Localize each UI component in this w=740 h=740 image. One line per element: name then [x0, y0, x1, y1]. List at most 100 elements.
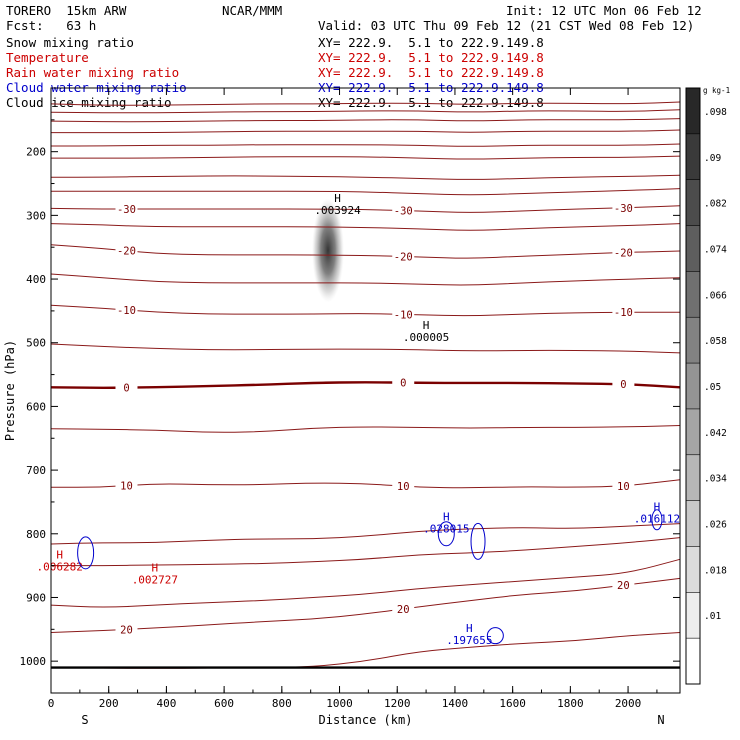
- maximum-value-2: .016112: [634, 512, 680, 525]
- colorbar-segment-0: [686, 88, 700, 135]
- y-tick-label: 700: [26, 464, 46, 477]
- temperature-contour-14: [50, 381, 681, 389]
- contour-label: -30: [394, 206, 413, 218]
- contour-label: 20: [617, 580, 630, 592]
- field-label-temperature: Temperature: [6, 50, 89, 65]
- model-title: TORERO 15km ARW: [6, 3, 127, 18]
- contour-label: 10: [617, 481, 630, 493]
- snow-maximum-value: .003924: [314, 204, 361, 217]
- maximum-value-0: .000005: [403, 331, 449, 344]
- colorbar-segment-4: [686, 271, 700, 318]
- contour-label-bg: [392, 250, 415, 262]
- temperature-contour-7: [51, 188, 681, 196]
- contour-label: -10: [394, 309, 413, 321]
- north-end-label: N: [657, 713, 664, 727]
- fcst-label: Fcst: 63 h: [6, 18, 97, 33]
- contour-label: 10: [120, 481, 133, 493]
- colorbar-segment-10: [686, 546, 700, 593]
- contour-label: 20: [397, 604, 410, 616]
- snow-maximum-marker: H: [334, 192, 341, 205]
- contour-label-bg: [115, 623, 138, 635]
- x-tick-label: 400: [156, 697, 176, 710]
- temperature-contour-6: [51, 174, 681, 180]
- colorbar-label: .026: [704, 520, 727, 531]
- temperature-contour-8: [50, 205, 681, 213]
- temperature-contour-9: [50, 223, 681, 231]
- colorbar-segment-1: [686, 133, 700, 181]
- contour-label-bg: [115, 244, 138, 256]
- cloud-water-contour-0: [437, 521, 455, 547]
- plot-frame: [50, 87, 681, 694]
- maximum-marker-5: H: [152, 561, 159, 574]
- maximum-marker-1: H: [443, 511, 450, 524]
- colorbar-label: .058: [704, 336, 727, 347]
- colorbar-segment-6: [686, 363, 700, 410]
- y-tick-label: 200: [26, 146, 46, 159]
- y-axis-title: Pressure (hPa): [3, 340, 17, 441]
- colorbar-unit: g kg-1: [703, 86, 730, 95]
- colorbar-label: .034: [704, 474, 727, 485]
- x-tick-label: 1200: [384, 697, 411, 710]
- y-tick-label: 400: [26, 273, 46, 286]
- maximum-value-3: .197655: [446, 634, 492, 647]
- contour-label-bg: [392, 376, 415, 388]
- x-tick-label: 200: [99, 697, 119, 710]
- field-label-snow: Snow mixing ratio: [6, 35, 134, 50]
- cloud-water-contour-3: [486, 627, 504, 645]
- contour-label: -20: [117, 246, 136, 258]
- contour-label-bg: [612, 480, 635, 492]
- temperature-contour-2: [50, 118, 681, 123]
- temperature-contour-18: [50, 537, 681, 567]
- contour-label: 0: [620, 379, 626, 391]
- y-tick-label: 300: [26, 209, 46, 222]
- contour-label: 10: [397, 481, 410, 493]
- contour-label-bg: [115, 381, 138, 393]
- x-tick-label: 1600: [499, 697, 526, 710]
- contour-label-bg: [612, 579, 635, 591]
- temperature-contour-12: [50, 304, 680, 317]
- contour-label: 0: [400, 378, 406, 390]
- maximum-value-1: .028015: [423, 523, 469, 536]
- x-tick-label: 1000: [326, 697, 353, 710]
- field-xy-temperature: XY= 222.9. 5.1 to 222.9.149.8: [318, 50, 544, 65]
- valid-label: Valid: 03 UTC Thu 09 Feb 12 (21 CST Wed …: [318, 18, 695, 33]
- temperature-contour-1: [50, 109, 681, 114]
- field-label-cloud-ice: Cloud ice mixing ratio: [6, 95, 172, 110]
- temperature-contour-19: [50, 558, 681, 608]
- contour-label-bg: [392, 204, 415, 216]
- org-label: NCAR/MMM: [222, 3, 283, 18]
- temperature-contour-17: [50, 523, 681, 545]
- colorbar-label: .082: [704, 199, 727, 210]
- colorbar-segment-11: [686, 592, 700, 639]
- colorbar-segment-5: [686, 317, 700, 364]
- x-tick-label: 1400: [442, 697, 469, 710]
- temperature-contour-15: [50, 425, 681, 433]
- colorbar-segment-9: [686, 500, 700, 547]
- field-xy-rain: XY= 222.9. 5.1 to 222.9.149.8: [318, 65, 544, 80]
- colorbar-label: .05: [704, 382, 721, 393]
- colorbar-segment-8: [686, 454, 700, 502]
- field-label-rain: Rain water mixing ratio: [6, 65, 180, 80]
- y-tick-label: 1000: [20, 655, 47, 668]
- y-tick-label: 600: [26, 400, 46, 413]
- temperature-contour-0: [50, 101, 681, 106]
- temperature-contour-3: [50, 129, 681, 134]
- contour-label-bg: [115, 304, 138, 316]
- maximum-value-5: .002727: [132, 573, 178, 586]
- colorbar-segment-3: [686, 225, 700, 272]
- y-tick-label: 800: [26, 528, 46, 541]
- contour-label-bg: [392, 480, 415, 492]
- contour-label-bg: [115, 479, 138, 491]
- colorbar-label: .09: [704, 153, 721, 164]
- contour-label-bg: [612, 201, 635, 213]
- colorbar-frame: [685, 87, 701, 685]
- snow-mixing-ratio-shading: [311, 198, 344, 303]
- x-tick-label: 0: [48, 697, 55, 710]
- temperature-contour-13: [50, 343, 681, 354]
- contour-label: -10: [117, 305, 136, 317]
- contour-label: -20: [394, 251, 413, 263]
- colorbar-label: .074: [704, 244, 727, 255]
- colorbar-segment-2: [686, 179, 700, 227]
- x-tick-label: 600: [214, 697, 234, 710]
- colorbar-label: .098: [704, 107, 727, 118]
